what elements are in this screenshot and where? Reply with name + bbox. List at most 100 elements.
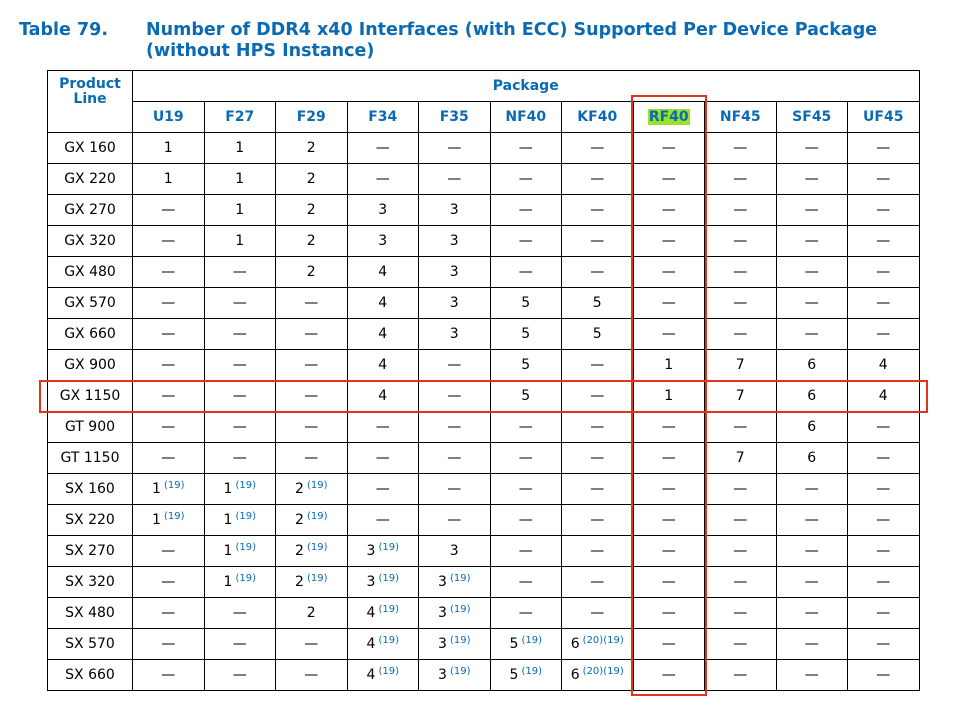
row-label: GT 900 [47, 411, 133, 443]
table-cell: — [704, 256, 777, 288]
row-label: GX 270 [47, 194, 133, 226]
footnote-ref[interactable]: (19) [306, 573, 328, 584]
footnote-ref[interactable]: (19) [449, 604, 471, 615]
cell-value: — [518, 233, 533, 249]
row-label: GX 660 [47, 318, 133, 350]
cell-value: 2 [306, 140, 316, 156]
footnote-ref[interactable]: (19) [235, 511, 256, 522]
table-cell: — [203, 318, 276, 350]
cell-value: — [804, 140, 819, 156]
cell-value: — [733, 419, 748, 435]
cell-value: 5 [592, 295, 602, 311]
footnote-ref[interactable]: (19) [163, 511, 185, 522]
table-cell: 6 [775, 349, 848, 381]
table-cell: 3 [418, 225, 491, 257]
table-cell: — [632, 411, 705, 443]
footnote-ref[interactable]: (19) [235, 480, 256, 491]
cell-value: — [304, 636, 319, 652]
footnote-ref[interactable]: (19) [521, 635, 542, 646]
table-cell: 2 [275, 225, 348, 257]
table-cell: — [275, 349, 348, 381]
cell-value: — [733, 605, 748, 621]
footnote-ref[interactable]: (19) [306, 511, 328, 522]
cell-value: — [661, 171, 676, 187]
table-cell: 4 (19) [346, 659, 419, 691]
table-cell: — [704, 628, 777, 660]
table-cell: 2 [275, 597, 348, 629]
footnote-ref[interactable]: (19) [306, 480, 328, 491]
table-cell: 1 (19) [132, 504, 205, 536]
table-cell: — [632, 597, 705, 629]
table-cell: — [632, 287, 705, 319]
footnote-ref[interactable]: (19) [449, 635, 471, 646]
table-cell: — [561, 225, 634, 257]
footnote-ref[interactable]: (19) [378, 573, 399, 584]
footnote-ref[interactable]: (19) [163, 480, 185, 491]
table-cell: — [275, 411, 348, 443]
cell-value: — [518, 574, 533, 590]
cell-value: — [804, 605, 819, 621]
cell-value: 2 [295, 574, 304, 590]
table-cell: — [132, 628, 205, 660]
cell-value: — [161, 357, 176, 373]
footnote-ref[interactable]: (20)(19) [582, 666, 624, 677]
table-cell: — [275, 659, 348, 691]
footnote-ref[interactable]: (19) [235, 542, 256, 553]
table-cell: 3 [418, 256, 491, 288]
cell-value: 3 [449, 233, 459, 249]
table-cell: — [775, 225, 848, 257]
table-cell: 3 [346, 225, 419, 257]
cell-value: 1 [152, 481, 161, 497]
cell-value: — [161, 202, 176, 218]
table-cell: 1 [203, 225, 276, 257]
footnote-ref[interactable]: (19) [378, 542, 399, 553]
footnote-ref[interactable]: (20)(19) [582, 635, 624, 646]
footnote-ref[interactable]: (19) [378, 666, 399, 677]
table-cell: 6 [775, 411, 848, 443]
table-cell: 5 [489, 287, 562, 319]
table-cell: — [775, 132, 848, 164]
table-cell: 1 [632, 380, 705, 412]
cell-value: — [804, 326, 819, 342]
column-header-label: U19 [152, 109, 184, 125]
table-cell: — [704, 225, 777, 257]
table-cell: — [346, 411, 419, 443]
footnote-ref[interactable]: (19) [306, 542, 328, 553]
footnote-ref[interactable]: (19) [378, 635, 399, 646]
cell-value: — [447, 357, 462, 373]
table-cell: 6 (20)(19) [561, 659, 634, 691]
column-header-label: RF40 [647, 109, 690, 125]
footnote-ref[interactable]: (19) [235, 573, 256, 584]
table-cell: — [418, 504, 491, 536]
cell-value: — [804, 636, 819, 652]
table-cell: — [346, 442, 419, 474]
table-cell: — [561, 566, 634, 598]
cell-value: 2 [306, 171, 316, 187]
cell-value: — [518, 481, 533, 497]
cell-value: — [733, 512, 748, 528]
cell-value: 6 [570, 667, 580, 683]
table-cell: — [132, 659, 205, 691]
cell-value: — [876, 481, 891, 497]
table-cell: 2 (19) [275, 535, 348, 567]
table-cell: — [132, 411, 205, 443]
cell-value: — [590, 512, 605, 528]
table-cell: — [132, 566, 205, 598]
table-cell: — [489, 225, 562, 257]
table-row: SX 480— —2 4 (19) 3 (19) — — — — — — [47, 597, 920, 629]
footnote-ref[interactable]: (19) [449, 573, 471, 584]
table-cell: — [489, 566, 562, 598]
cell-value: 5 [509, 636, 519, 652]
cell-value: 7 [735, 450, 745, 466]
table-cell: 3 (19) [346, 535, 419, 567]
cell-value: — [661, 326, 676, 342]
footnote-ref[interactable]: (19) [378, 604, 399, 615]
table-cell: — [704, 535, 777, 567]
footnote-ref[interactable]: (19) [521, 666, 542, 677]
column-header-label: F34 [368, 109, 398, 125]
footnote-ref[interactable]: (19) [449, 666, 471, 677]
cell-value: — [733, 140, 748, 156]
cell-value: — [232, 357, 247, 373]
table-cell: — [704, 566, 777, 598]
table-cell: 4 [346, 380, 419, 412]
